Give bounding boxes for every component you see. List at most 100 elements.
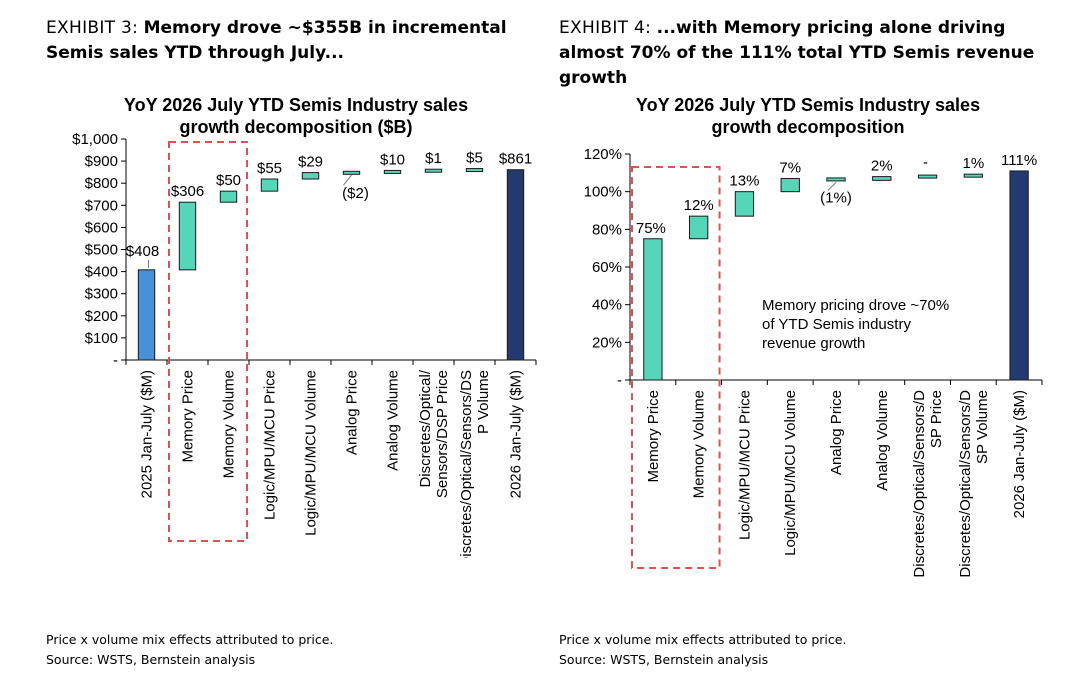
bar-memory-price	[643, 238, 663, 381]
category-label: Sensors/DSP Price	[434, 370, 451, 498]
data-label: -	[923, 154, 928, 171]
category-label: Memory Price	[645, 390, 662, 483]
exhibit-4-footnotes: Price x volume mix effects attributed to…	[559, 630, 846, 670]
category-label: 2025 Jan-July ($M)	[139, 370, 156, 498]
exhibit-3-note: Price x volume mix effects attributed to…	[46, 632, 334, 647]
category-label: 2026 Jan-July ($M)	[1011, 390, 1028, 518]
bar-logic-mpu-mcu-volume	[301, 172, 320, 180]
bar-discretes-optical-sensors-dsp-price	[917, 174, 938, 179]
y-tick-label: 100%	[584, 184, 622, 201]
bar-logic-mpu-mcu-volume	[780, 177, 800, 193]
y-tick-label: $600	[85, 219, 118, 236]
category-label: Logic/MPU/MCU Price	[262, 370, 279, 520]
category-label: Analog Price	[828, 390, 845, 475]
category-label: 2026 Jan-July ($M)	[508, 370, 525, 498]
data-label: $50	[216, 172, 241, 189]
bar-2025-jan-july-m	[137, 269, 156, 361]
y-tick-label: $400	[85, 264, 118, 281]
y-tick-label: $1,000	[72, 131, 118, 148]
y-tick-label: $300	[85, 286, 118, 303]
bar-logic-mpu-mcu-price	[260, 178, 279, 192]
data-label: $408	[126, 243, 159, 260]
memory-highlight-box	[168, 141, 248, 542]
bar-logic-mpu-mcu-price	[734, 191, 755, 217]
memory-pricing-annotation: revenue growth	[762, 335, 865, 352]
category-label: Logic/MPU/MCU Volume	[782, 390, 799, 556]
data-label: $5	[466, 150, 483, 167]
category-label: Discretes/Optical/	[417, 369, 434, 487]
bar-analog-price	[342, 170, 361, 175]
category-label: Discretes/Optical/Sensors/DS	[458, 370, 475, 558]
y-tick-label: $100	[85, 330, 118, 347]
y-tick-label: $700	[85, 197, 118, 214]
y-tick-label: 60%	[592, 259, 622, 276]
category-label: P Volume	[475, 370, 492, 434]
exhibit-4-source: Source: WSTS, Bernstein analysis	[559, 652, 769, 667]
bar-memory-volume	[219, 190, 238, 203]
memory-pricing-annotation: of YTD Semis industry	[762, 316, 911, 333]
y-tick-label: $500	[85, 242, 118, 259]
category-label: Discretes/Optical/Sensors/D	[911, 390, 928, 578]
y-tick-label: $900	[85, 153, 118, 170]
data-label: 75%	[636, 220, 666, 237]
bar-2026-jan-july-m	[506, 169, 525, 361]
category-label: Analog Volume	[385, 370, 402, 471]
data-label: 12%	[684, 197, 714, 214]
data-label: $29	[298, 154, 323, 171]
data-label: 2%	[871, 158, 893, 175]
data-label: $1	[425, 150, 442, 167]
bar-discretes-optical-sensors-dsp-volume	[963, 173, 983, 178]
chart-3-title-line: growth decomposition ($B)	[180, 117, 413, 137]
bar-discretes-optical-sensors-dsp-price	[424, 168, 443, 173]
data-label: (1%)	[820, 189, 852, 206]
category-label: Memory Volume	[691, 390, 708, 498]
exhibit-3-source: Source: WSTS, Bernstein analysis	[46, 652, 256, 667]
data-label: 111%	[1001, 152, 1037, 169]
category-label: Memory Price	[180, 370, 197, 463]
exhibit-4-note: Price x volume mix effects attributed to…	[559, 632, 847, 647]
chart-3-title-line: YoY 2026 July YTD Semis Industry sales	[124, 95, 468, 115]
exhibit-3-footnotes: Price x volume mix effects attributed to…	[46, 630, 333, 670]
exhibit-3-label: EXHIBIT 3:	[46, 18, 139, 38]
label-leader-line	[343, 174, 352, 186]
y-tick-label: $200	[85, 308, 118, 325]
data-label: $10	[380, 151, 405, 168]
category-label: Logic/MPU/MCU Volume	[303, 370, 320, 536]
label-leader-line	[827, 182, 837, 191]
memory-highlight-box	[631, 166, 721, 569]
exhibit-3-headline: Memory drove ~$355B in incremental Semis…	[46, 18, 507, 63]
y-tick-label: 80%	[592, 221, 622, 238]
bar-analog-price	[826, 177, 846, 182]
data-label: ($2)	[342, 185, 369, 202]
y-tick-label: 20%	[592, 334, 622, 351]
bar-analog-volume	[872, 176, 892, 181]
category-label: SP Price	[928, 390, 945, 448]
data-label: $861	[499, 151, 532, 168]
exhibit-3-title: EXHIBIT 3: Memory drove ~$355B in increm…	[46, 16, 546, 66]
category-label: Discretes/Optical/Sensors/D	[957, 390, 974, 578]
category-label: Analog Price	[344, 370, 361, 455]
y-tick-label: 40%	[592, 297, 622, 314]
data-label: 7%	[779, 159, 801, 176]
bar-discretes-optical-sensors-dsp-volume	[465, 168, 484, 173]
exhibit-3-waterfall-chart: YoY 2026 July YTD Semis Industry salesgr…	[72, 95, 537, 558]
y-tick-label: 120%	[584, 146, 622, 163]
y-tick-label: -	[617, 372, 622, 389]
category-label: Logic/MPU/MCU Price	[736, 390, 753, 540]
memory-pricing-annotation: Memory pricing drove ~70%	[762, 297, 949, 314]
bar-2026-jan-july-m	[1009, 170, 1029, 381]
bar-memory-volume	[689, 215, 709, 240]
y-tick-label: $800	[85, 175, 118, 192]
data-label: $55	[257, 160, 282, 177]
category-label: SP Volume	[974, 390, 991, 464]
exhibit-4-title: EXHIBIT 4: ...with Memory pricing alone …	[559, 16, 1059, 91]
data-label: $306	[171, 183, 204, 200]
chart-4-title-line: YoY 2026 July YTD Semis Industry sales	[636, 95, 980, 115]
category-label: Memory Volume	[221, 370, 238, 478]
chart-4-title-line: growth decomposition	[712, 117, 905, 137]
data-label: 13%	[729, 173, 759, 190]
bar-analog-volume	[383, 169, 402, 174]
exhibit-4-waterfall-chart: YoY 2026 July YTD Semis Industry salesgr…	[584, 95, 1043, 578]
exhibit-4-label: EXHIBIT 4:	[559, 18, 652, 38]
exhibit-4-headline: ...with Memory pricing alone driving alm…	[559, 18, 1035, 88]
